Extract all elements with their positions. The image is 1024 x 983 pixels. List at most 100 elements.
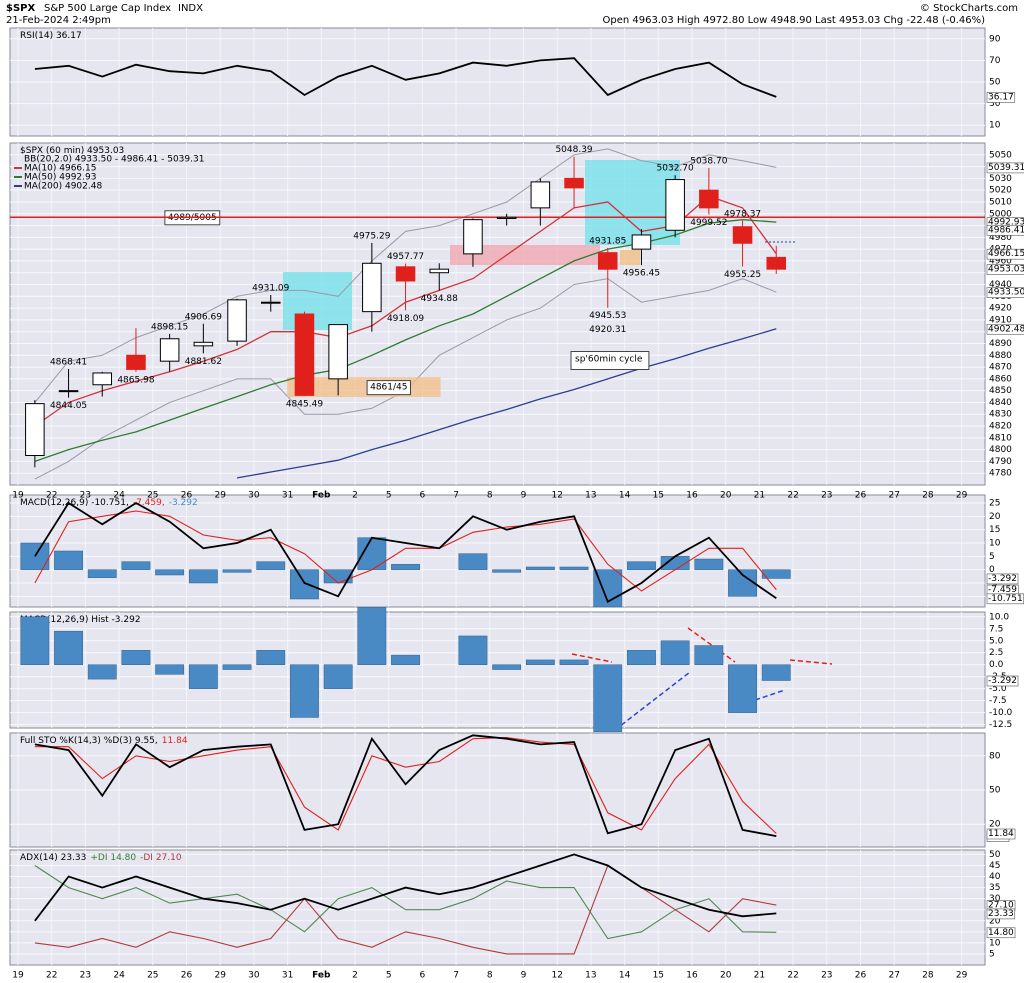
last-value-label: -3.292 [988, 676, 1017, 686]
price-annotation: 4955.25 [724, 270, 761, 280]
x-tick-label: 26 [855, 971, 867, 981]
drawn-line [571, 653, 613, 663]
candle-body [328, 324, 348, 380]
x-tick-label: Feb [312, 971, 331, 981]
candle-body [92, 372, 113, 386]
title-part: ADX(14) 23.33 [20, 853, 86, 863]
plot: $SPX S&P 500 Large Cap Index INDX 21-Feb… [6, 3, 1024, 981]
histogram-bar [694, 645, 724, 665]
title-part: -DI 27.10 [140, 853, 182, 863]
panel-title: MACD(12,26,9) -10.751, -7.459, -3.292 [20, 498, 198, 508]
y-tick-label: 2.5 [989, 648, 1003, 658]
indicator-line [34, 734, 777, 837]
x-tick-label: 16 [686, 971, 698, 981]
y-tick-label: 10 [989, 121, 1001, 131]
y-tick-label: 10 [989, 539, 1001, 549]
last-value-box [986, 323, 1024, 335]
y-tick-label: 50 [989, 850, 1001, 860]
title-part: -3.292 [169, 498, 198, 508]
price-annotation: 5038.70 [690, 157, 727, 167]
histogram-bar [492, 569, 522, 573]
x-tick-label: 23 [821, 491, 832, 501]
x-tick-label: 9 [521, 971, 527, 981]
candle-body [362, 262, 382, 313]
candle-body [159, 338, 180, 362]
histogram-bar [627, 650, 656, 665]
x-tick-label: 20 [720, 971, 732, 981]
last-value-label: 4986.41 [988, 225, 1024, 235]
indicator-line [34, 57, 777, 98]
price-annotation: 4868.41 [50, 357, 87, 367]
x-tick-label: 2 [352, 971, 358, 981]
symbol: $SPX [6, 3, 35, 14]
indicator-line [34, 864, 777, 955]
histogram-bar [694, 558, 724, 570]
credit: © StockCharts.com [920, 3, 1018, 14]
last-value-label: 5039.31 [988, 163, 1024, 173]
candle-body [294, 313, 315, 396]
x-tick-label: 6 [420, 491, 426, 501]
moving-average [34, 219, 777, 463]
last-value-box [986, 92, 1016, 103]
price-annotation: 4844.05 [50, 401, 87, 411]
last-value-box [986, 908, 1016, 920]
title-part: RSI(14) 36.17 [20, 31, 82, 41]
histogram-bar [761, 569, 791, 579]
last-value-box [986, 224, 1024, 236]
x-tick-label: 14 [619, 491, 631, 501]
histogram-bar [391, 654, 420, 665]
bb-upper [34, 148, 777, 403]
price-annotation: 4999.52 [690, 218, 727, 228]
candle-body [496, 216, 517, 219]
quote: Open 4963.03 High 4972.80 Low 4948.90 La… [603, 15, 986, 26]
last-value-label: -10.751 [988, 594, 1023, 604]
y-tick-label: 30 [989, 99, 1001, 109]
histogram-bar [492, 664, 522, 670]
candle-body [395, 266, 416, 282]
y-tick-label: 50 [989, 786, 1001, 796]
date: 21-Feb-2024 2:49pm [6, 15, 111, 26]
x-tick-label: 2 [352, 491, 358, 501]
x-tick-label: 19 [12, 971, 24, 981]
x-tick-label: 7 [453, 491, 459, 501]
price-annotation: 4865.98 [117, 375, 154, 385]
y-tick-label: -7.5 [989, 696, 1007, 706]
candle-body [732, 226, 753, 244]
x-tick-label: 26 [855, 491, 867, 501]
candle-body [260, 301, 281, 304]
price-annotation: 4918.09 [387, 314, 424, 324]
zone-label: 4861/45 [370, 383, 407, 393]
candle-body [193, 341, 214, 347]
y-tick-label: 50 [989, 78, 1001, 88]
legend-entry: BB(20,2.0) 4933.50 - 4986.41 - 5039.31 [24, 155, 204, 165]
legend-entry: MA(200) 4902.48 [24, 182, 102, 192]
last-value-box [986, 828, 1016, 840]
candle-body [463, 219, 483, 255]
x-tick-label: 27 [888, 491, 899, 501]
x-tick-label: 16 [686, 491, 698, 501]
highlight-box [585, 160, 680, 245]
last-value-label: 36.17 [988, 92, 1014, 102]
last-value-label: -7.459 [988, 585, 1017, 595]
histogram-bar [323, 569, 353, 584]
y-tick-label: 15 [989, 525, 1000, 535]
price-annotation: 4845.49 [286, 399, 323, 409]
x-tick-label: 21 [754, 491, 765, 501]
candle-body [766, 256, 787, 270]
y-tick-label: 4920 [989, 304, 1012, 314]
y-tick-label: 5020 [989, 186, 1012, 196]
candle-body [564, 177, 584, 189]
last-value-label: 23.33 [988, 909, 1014, 919]
y-tick-label: 4880 [989, 351, 1012, 361]
candle-body [665, 179, 685, 231]
price-annotation: 5048.39 [555, 145, 592, 155]
x-tick-label: 25 [147, 971, 158, 981]
x-tick-label: Feb [312, 491, 331, 501]
histogram-bar [290, 569, 319, 600]
y-tick-label: 5010 [989, 197, 1012, 207]
histogram-bar [121, 561, 151, 570]
x-tick-label: 13 [585, 491, 596, 501]
x-tick-label: 27 [888, 971, 899, 981]
